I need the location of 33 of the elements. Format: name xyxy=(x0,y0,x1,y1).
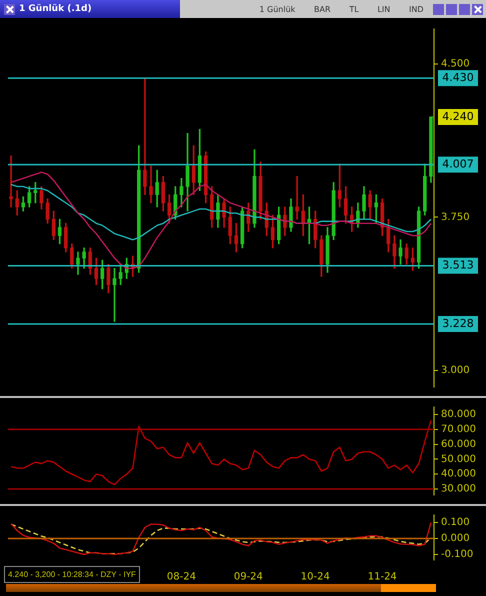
ref-line-label: 4.007 xyxy=(442,157,474,170)
y-tick-label: 0.000 xyxy=(441,533,470,544)
x-tick-label: 10-24 xyxy=(300,572,330,583)
candlestick xyxy=(295,176,299,220)
text: LIN xyxy=(377,4,390,14)
text: 4.240 xyxy=(442,110,474,123)
y-tick-label: 40.000 xyxy=(441,468,476,480)
text: BAR xyxy=(314,4,331,14)
candlestick xyxy=(143,78,147,196)
text: 1 Günlük xyxy=(259,4,296,14)
y-tick-label: 4.500 xyxy=(441,58,470,70)
text: 4.240 - 3,200 - 10:28:34 - DZY - IYF xyxy=(8,570,136,579)
y-tick-label: 3.750 xyxy=(441,212,470,223)
y-tick-label: 0.100 xyxy=(441,517,470,528)
candlestick xyxy=(112,268,116,322)
y-tick-label: 80.000 xyxy=(441,409,476,420)
y-tick-label: -0.100 xyxy=(441,549,474,560)
ref-line-label: 3.228 xyxy=(442,316,474,330)
candlestick xyxy=(149,166,153,204)
text: IND xyxy=(409,4,424,14)
ref-line-label: 4.430 xyxy=(442,70,474,84)
y-tick-label: 50.000 xyxy=(441,454,476,465)
x-tick-label: 09-24 xyxy=(234,572,263,583)
x-tick-label: 11-24 xyxy=(368,572,397,583)
y-tick-label: 70.000 xyxy=(441,424,476,435)
text: TL xyxy=(349,4,359,14)
y-tick-label: 30.000 xyxy=(441,484,476,495)
ref-line-label: 3.513 xyxy=(442,258,474,272)
chart-title: 1 Günlük (.1d) xyxy=(19,4,92,14)
y-tick-label: 3.000 xyxy=(441,365,470,376)
candlestick xyxy=(9,156,13,208)
x-tick-label: 08-24 xyxy=(166,572,196,583)
y-tick-label: 60.000 xyxy=(441,438,476,450)
